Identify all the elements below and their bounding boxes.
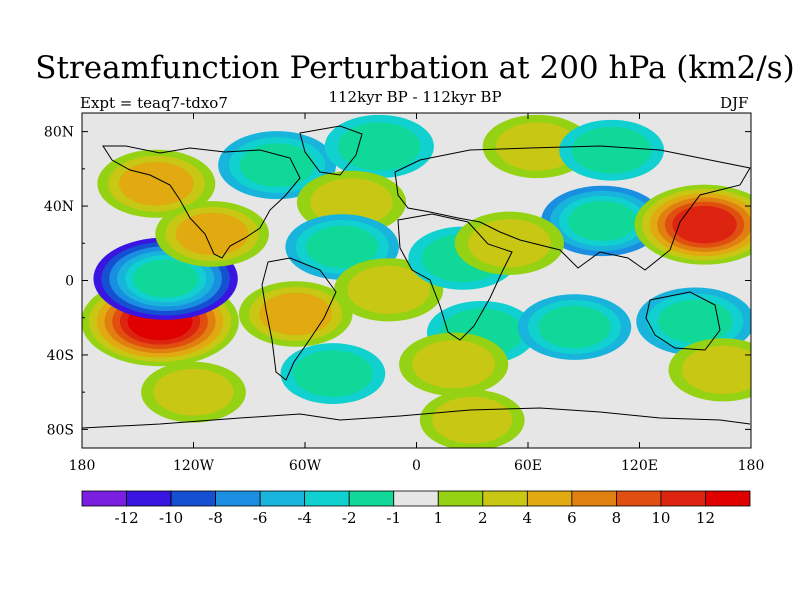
field-contour-14-1 xyxy=(468,219,551,268)
lat-label: 80N xyxy=(44,125,74,141)
australia-outline xyxy=(645,291,721,351)
field-contour-4-2 xyxy=(239,143,315,187)
colorbar-swatch xyxy=(571,490,617,507)
colorbar-label: -4 xyxy=(297,509,312,527)
colorbar-swatch xyxy=(393,490,439,507)
chart-title: Streamfunction Perturbation at 200 hPa (… xyxy=(35,50,795,86)
lon-label: 180 xyxy=(69,458,96,474)
colorbar-label: -8 xyxy=(208,509,223,527)
africa-outline xyxy=(397,213,513,341)
lon-label: 60E xyxy=(514,458,542,474)
lon-label: 120E xyxy=(621,458,658,474)
field-contour-6-1 xyxy=(310,178,393,227)
colorbar-label: 6 xyxy=(567,509,577,527)
map-axes: 80N 40N 0 40S 80S 180 120W 60W 0 60E 120E 180 xyxy=(44,113,764,474)
colorbar-swatch xyxy=(170,490,216,507)
colorbar-label: 8 xyxy=(612,509,622,527)
experiment-label: Expt = teaq7-tdxo7 xyxy=(80,94,228,112)
colorbar-label: -10 xyxy=(159,509,183,527)
field-contour-11-1 xyxy=(495,122,579,171)
colorbar-swatch xyxy=(526,490,573,507)
lon-label: 0 xyxy=(412,458,421,474)
colorbar-label: 12 xyxy=(696,509,715,527)
colorbar-label: -12 xyxy=(114,509,138,527)
field-contour-1-5 xyxy=(132,259,199,298)
field-contour-3-2 xyxy=(175,212,249,256)
continent-outlines xyxy=(81,125,751,429)
field-contour-2-2 xyxy=(119,161,194,206)
field-contour-8-2 xyxy=(259,292,333,336)
lon-label: 60W xyxy=(289,458,322,474)
lat-label: 40N xyxy=(44,199,74,215)
field-contour-5-1 xyxy=(338,122,421,171)
field-contour-13-3 xyxy=(568,200,637,242)
lat-label: 40S xyxy=(47,348,74,364)
field-contour-22-1 xyxy=(153,368,234,416)
field-contour-17-2 xyxy=(538,305,611,349)
colorbar-swatch xyxy=(482,490,528,507)
colorbar-label: 2 xyxy=(478,509,488,527)
colorbar-swatch xyxy=(259,490,306,507)
lat-label: 80S xyxy=(47,422,74,438)
antarctica-outline xyxy=(81,407,751,429)
colorbar-swatch xyxy=(81,490,127,507)
colorbar-label: 4 xyxy=(523,509,533,527)
field-contour-20-1 xyxy=(681,345,751,394)
colorbar-swatch xyxy=(660,490,706,507)
south-america-outline xyxy=(261,257,337,381)
field-contour-21-1 xyxy=(292,350,373,397)
field-contour-15-5 xyxy=(672,205,737,244)
colorbar-swatch xyxy=(348,490,395,507)
colorbar-swatch xyxy=(215,490,261,507)
colorbar-label: -6 xyxy=(253,509,268,527)
lat-label: 0 xyxy=(65,274,74,290)
colorbar-swatch xyxy=(616,490,662,507)
field-contour-7-2 xyxy=(305,225,379,269)
colorbar-label: 1 xyxy=(433,509,443,527)
colorbar-label: -1 xyxy=(386,509,401,527)
field-contour-12-1 xyxy=(571,126,652,174)
lon-label: 120W xyxy=(173,458,215,474)
colorbar-swatch xyxy=(437,490,484,507)
field-contour-9-1 xyxy=(347,265,430,314)
colorbar-label: 10 xyxy=(651,509,670,527)
colorbar-label: -2 xyxy=(342,509,357,527)
streamfunction-field xyxy=(82,113,751,448)
colorbar-swatch xyxy=(705,490,751,507)
north-america-outline xyxy=(102,145,301,259)
season-label: DJF xyxy=(720,94,749,112)
colorbar-swatch xyxy=(126,490,172,507)
field-contour-19-1 xyxy=(412,340,495,389)
colorbar-swatch xyxy=(304,490,350,507)
lon-label: 180 xyxy=(738,458,765,474)
field-contour-23-1 xyxy=(432,396,513,444)
field-contour-18-2 xyxy=(657,299,733,344)
greenland-outline xyxy=(299,125,363,176)
colorbar: -12 -10 -8 -6 -4 -2 -1 1 2 4 6 8 10 12 xyxy=(81,490,751,527)
chart-subtitle: 112kyr BP - 112kyr BP xyxy=(328,88,502,106)
europe-asia-outline xyxy=(394,145,751,271)
